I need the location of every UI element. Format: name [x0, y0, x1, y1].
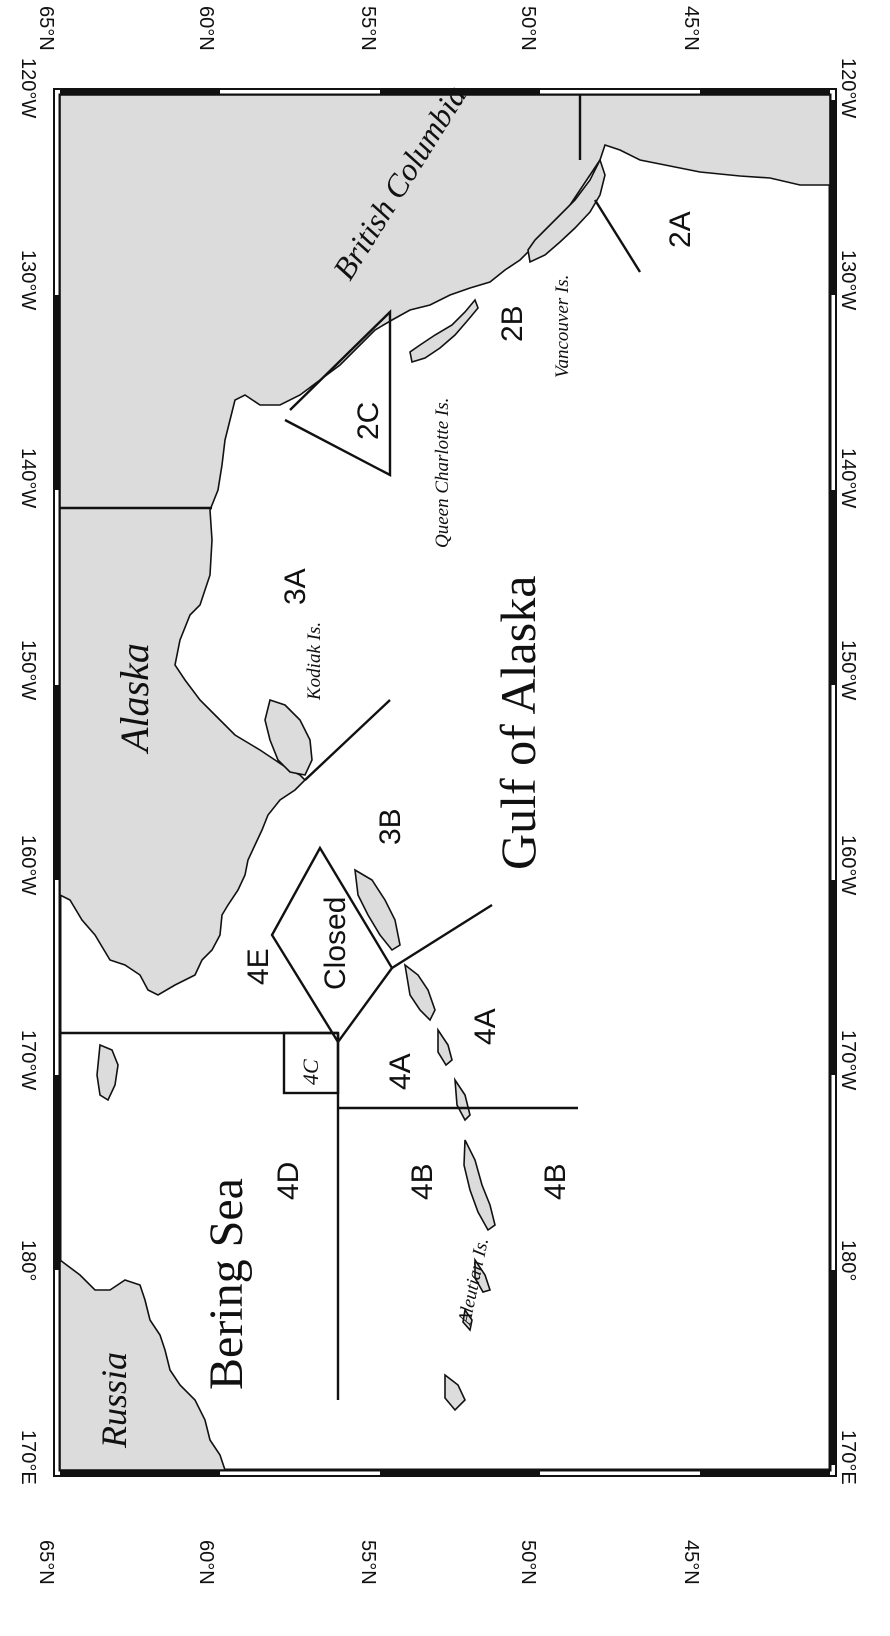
frame-border-bars	[54, 89, 836, 1476]
lat-label: 55°N	[357, 1540, 379, 1585]
kodiak-island	[264, 698, 313, 776]
lon-label: 170°E	[837, 1430, 859, 1485]
longitude-labels-top: 170°E 180° 170°W 160°W 150°W 140°W 130°W…	[17, 58, 39, 1485]
lon-label: 150°W	[837, 640, 859, 700]
lon-label: 170°E	[17, 1430, 39, 1485]
latitude-labels-right: 65°N 60°N 55°N 50°N 45°N	[35, 6, 702, 51]
lon-label: 180°	[17, 1240, 39, 1281]
lon-label: 130°W	[17, 250, 39, 310]
lon-label: 140°W	[837, 448, 859, 508]
alaska-label: Alaska	[112, 643, 157, 755]
lon-label: 180°	[837, 1240, 859, 1281]
gulf-of-alaska-label: Gulf of Alaska	[490, 576, 546, 870]
regulatory-boundaries	[60, 95, 642, 1400]
lat-label: 45°N	[680, 6, 702, 51]
area-4C-label: 4C	[298, 1059, 323, 1085]
lon-label: 120°W	[837, 58, 859, 118]
lat-label: 45°N	[680, 1540, 702, 1585]
lat-label: 50°N	[517, 1540, 539, 1585]
area-4B-north-label: 4B	[406, 1163, 439, 1200]
lon-label: 130°W	[837, 250, 859, 310]
lon-label: 160°W	[837, 835, 859, 895]
area-4D-label: 4D	[272, 1162, 305, 1200]
longitude-labels-bottom: 170°E 180° 170°W 160°W 150°W 140°W 130°W…	[837, 58, 859, 1485]
lat-label: 50°N	[517, 6, 539, 51]
bering-sea-label: Bering Sea	[200, 1178, 253, 1390]
vancouver-island-label: Vancouver Is.	[552, 275, 573, 378]
lat-label: 60°N	[195, 6, 217, 51]
lon-label: 150°W	[17, 640, 39, 700]
latitude-labels-left: 65°N 60°N 55°N 50°N 45°N	[35, 1540, 702, 1585]
closed-area-label: Closed	[319, 897, 352, 990]
area-3A-label: 3A	[279, 568, 312, 605]
north-america-land	[59, 94, 831, 996]
area-2C-label: 2C	[352, 402, 385, 440]
area-4E-label: 4E	[242, 948, 275, 985]
lat-label: 60°N	[195, 1540, 217, 1585]
lon-label: 170°W	[837, 1030, 859, 1090]
queen-charlotte-islands	[409, 298, 479, 364]
lat-label: 65°N	[35, 6, 57, 51]
area-4B-south-label: 4B	[539, 1163, 572, 1200]
lat-label: 65°N	[35, 1540, 57, 1585]
russia-label: Russia	[94, 1352, 134, 1449]
kodiak-island-label: Kodiak Is.	[304, 622, 325, 701]
area-4A-south-label: 4A	[469, 1008, 502, 1045]
queen-charlotte-islands-label: Queen Charlotte Is.	[432, 398, 453, 548]
area-3B-label: 3B	[374, 808, 407, 845]
lon-label: 160°W	[17, 835, 39, 895]
st-lawrence-island	[96, 1043, 119, 1102]
area-4A-north-label: 4A	[384, 1053, 417, 1090]
lon-label: 120°W	[17, 58, 39, 118]
area-2B-label: 2B	[496, 305, 529, 342]
russia-land	[59, 1258, 227, 1471]
lon-label: 140°W	[17, 448, 39, 508]
area-2A-label: 2A	[664, 211, 697, 248]
lat-label: 55°N	[357, 6, 379, 51]
aleutian-islands	[354, 868, 496, 1412]
lon-label: 170°W	[17, 1030, 39, 1090]
